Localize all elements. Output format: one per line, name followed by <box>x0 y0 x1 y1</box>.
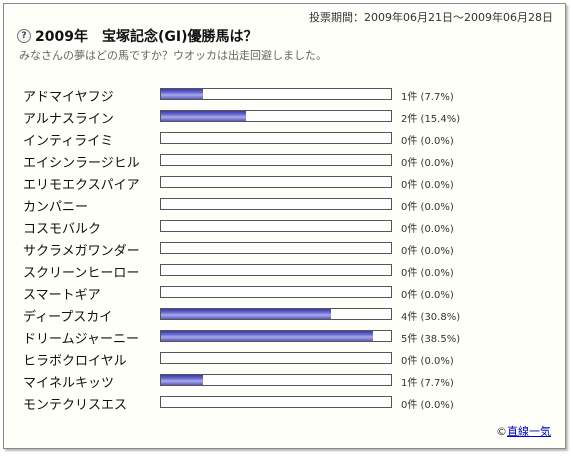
result-row: モンテクリスエス 0件 (0.0%) <box>4 392 565 414</box>
horse-name: アドマイヤフジ <box>23 90 114 105</box>
poll-panel: 投票期間：2009年06月21日～2009年06月28日 ? 2009年 宝塚記… <box>3 3 566 449</box>
period-label: 投票期間 <box>309 11 354 24</box>
period-dates: 2009年06月21日～2009年06月28日 <box>364 11 553 24</box>
vote-count: 4件 (30.8%) <box>401 312 461 323</box>
vote-count: 0件 (0.0%) <box>401 202 454 213</box>
vote-bar-track <box>160 220 392 232</box>
vote-bar-track <box>160 242 392 254</box>
vote-bar-track <box>160 176 392 188</box>
vote-bar-fill <box>161 309 331 319</box>
vote-bar-fill <box>161 111 246 121</box>
result-row: エイシンラージヒル 0件 (0.0%) <box>4 150 565 172</box>
vote-bar-track <box>160 198 392 210</box>
vote-bar-track <box>160 352 392 364</box>
result-list: アドマイヤフジ 1件 (7.7%) アルナスライン 2件 (15.4%) インティライミ… <box>4 84 565 414</box>
horse-name: エイシンラージヒル <box>23 156 140 171</box>
vote-bar-fill <box>161 331 374 341</box>
vote-count: 0件 (0.0%) <box>401 400 454 411</box>
credit-link[interactable]: 直線一気 <box>507 425 551 438</box>
horse-name: インティライミ <box>23 134 114 149</box>
poll-title: 2009年 宝塚記念(GI)優勝馬は？ <box>35 29 258 45</box>
result-row: エリモエクスパイア 0件 (0.0%) <box>4 172 565 194</box>
result-row: ヒラボクロイヤル 0件 (0.0%) <box>4 348 565 370</box>
horse-name: コスモバルク <box>23 222 102 237</box>
horse-name: スマートギア <box>23 288 101 303</box>
horse-name: モンテクリスエス <box>23 398 128 413</box>
horse-name: ヒラボクロイヤル <box>23 354 127 369</box>
horse-name: サクラメガワンダー <box>23 244 140 259</box>
vote-bar-fill <box>161 375 204 385</box>
credit: ©直線一気 <box>496 423 551 439</box>
vote-count: 0件 (0.0%) <box>401 136 454 147</box>
poll-subtitle: みなさんの夢はどの馬ですか？ウオッカは出走回避しました。 <box>19 49 327 62</box>
result-row: スクリーンヒーロー 0件 (0.0%) <box>4 260 565 282</box>
vote-count: 2件 (15.4%) <box>401 114 461 125</box>
horse-name: エリモエクスパイア <box>23 178 140 193</box>
vote-bar-track <box>160 374 392 386</box>
horse-name: カンパニー <box>23 200 89 215</box>
vote-count: 0件 (0.0%) <box>401 224 454 235</box>
voting-period: 投票期間：2009年06月21日～2009年06月28日 <box>309 11 553 24</box>
title-row: ? 2009年 宝塚記念(GI)優勝馬は？ <box>17 26 257 46</box>
result-row: ディープスカイ 4件 (30.8%) <box>4 304 565 326</box>
result-row: アルナスライン 2件 (15.4%) <box>4 106 565 128</box>
result-row: インティライミ 0件 (0.0%) <box>4 128 565 150</box>
horse-name: スクリーンヒーロー <box>23 266 140 281</box>
result-row: スマートギア 0件 (0.0%) <box>4 282 565 304</box>
vote-bar-track <box>160 154 392 166</box>
horse-name: ディープスカイ <box>23 310 113 325</box>
vote-bar-track <box>160 286 392 298</box>
vote-count: 1件 (7.7%) <box>401 92 454 103</box>
vote-bar-track <box>160 308 392 320</box>
vote-bar-fill <box>161 89 204 99</box>
vote-bar-track <box>160 88 392 100</box>
vote-count: 0件 (0.0%) <box>401 268 454 279</box>
vote-bar-track <box>160 330 392 342</box>
question-icon: ? <box>17 29 31 43</box>
horse-name: ドリームジャーニー <box>23 332 139 347</box>
vote-bar-track <box>160 110 392 122</box>
result-row: ドリームジャーニー 5件 (38.5%) <box>4 326 565 348</box>
result-row: コスモバルク 0件 (0.0%) <box>4 216 565 238</box>
horse-name: マイネルキッツ <box>23 376 115 391</box>
result-row: サクラメガワンダー 0件 (0.0%) <box>4 238 565 260</box>
vote-count: 0件 (0.0%) <box>401 180 454 191</box>
vote-bar-track <box>160 396 392 408</box>
result-row: アドマイヤフジ 1件 (7.7%) <box>4 84 565 106</box>
vote-count: 1件 (7.7%) <box>401 378 454 389</box>
result-row: カンパニー 0件 (0.0%) <box>4 194 565 216</box>
vote-count: 0件 (0.0%) <box>401 158 454 169</box>
vote-bar-track <box>160 264 392 276</box>
vote-count: 0件 (0.0%) <box>401 290 454 301</box>
result-row: マイネルキッツ 1件 (7.7%) <box>4 370 565 392</box>
vote-bar-track <box>160 132 392 144</box>
horse-name: アルナスライン <box>23 112 114 127</box>
copyright-mark: © <box>496 425 507 438</box>
vote-count: 0件 (0.0%) <box>401 356 454 367</box>
vote-count: 5件 (38.5%) <box>401 334 461 345</box>
vote-count: 0件 (0.0%) <box>401 246 454 257</box>
